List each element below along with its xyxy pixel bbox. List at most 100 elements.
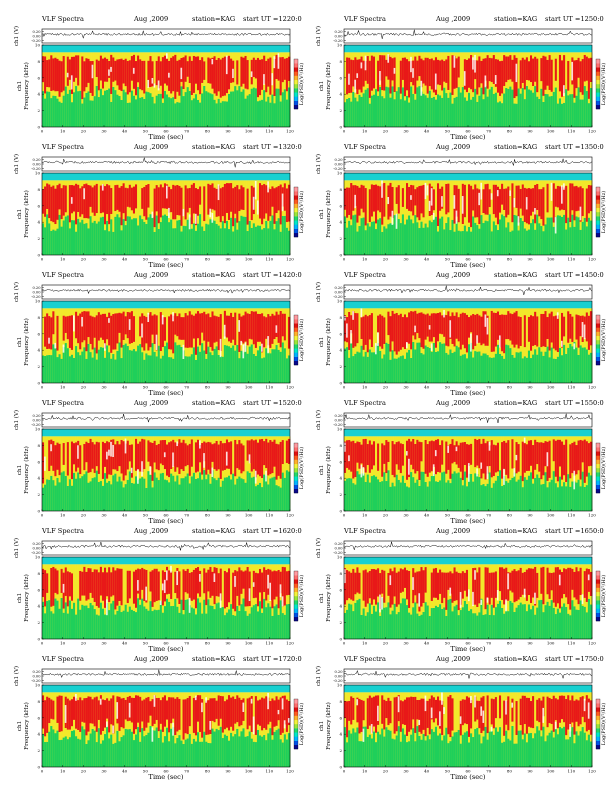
colorbar-segment (294, 608, 298, 613)
spectrogram-high-band (135, 61, 138, 96)
spectrogram-low-band (521, 221, 525, 255)
spectrogram-high-band (424, 57, 427, 86)
spectrogram-low-band (463, 471, 467, 511)
spectrogram-high-band (217, 316, 221, 351)
spectrogram-low-band (213, 609, 216, 639)
spectrogram-low-band (368, 603, 372, 639)
spectrogram-high-band (240, 699, 243, 726)
spectrogram-column (155, 564, 159, 639)
spectrogram-low-band (285, 470, 289, 511)
spectrogram-low-band (344, 216, 347, 255)
spectrogram-low-band (486, 483, 489, 511)
spectrogram-low-band (118, 96, 121, 127)
spectrogram-high-band (259, 439, 262, 477)
spectrogram-low-band (585, 612, 589, 639)
spectrogram-column (147, 52, 150, 127)
spectrogram-low-band (108, 352, 111, 383)
spectrogram-low-band (558, 215, 562, 255)
spectrogram-column (73, 52, 76, 127)
spectrogram-gap (480, 599, 483, 605)
spectrogram-high-band (548, 572, 551, 599)
spectrogram-high-band (155, 185, 159, 212)
spectrogram-gap (104, 343, 106, 351)
spectrogram-low-band (501, 355, 504, 383)
vlf-panel-1520-0: VLF Spectra Aug ,2009 station=KAG start UT … (12, 398, 305, 525)
spectrogram-gap (503, 468, 505, 485)
spectrogram-low-band (190, 476, 194, 511)
spectrogram-low-band (406, 219, 409, 255)
spectrogram-low-band (166, 94, 169, 127)
spectrogram-column (236, 564, 239, 639)
spectrogram-high-band (447, 445, 450, 470)
spectrogram-low-band (360, 614, 363, 639)
spectrogram-high-band (170, 189, 173, 213)
spectrogram-high-band (128, 60, 132, 93)
spectrogram-high-band (348, 440, 351, 470)
spectrogram-low-band (445, 615, 448, 639)
panel-title: VLF Spectra (41, 399, 84, 407)
spectrogram-high-band (434, 313, 438, 348)
spectrogram-low-band (476, 351, 479, 383)
y-tick-label: 8 (37, 571, 40, 576)
spectrogram-high-band (558, 439, 562, 467)
spectrogram-low-band (89, 352, 92, 383)
spectrogram-high-band (472, 314, 475, 350)
spectrogram-high-band (381, 443, 384, 477)
spectrogram-low-band (499, 600, 502, 639)
spectrogram-high-band (571, 183, 574, 211)
spectrogram-high-band (199, 186, 202, 205)
spectrogram-low-band (354, 484, 357, 511)
spectrogram-low-band (141, 352, 144, 383)
y-tick-label: 2 (37, 236, 40, 241)
spectrogram-high-band (248, 697, 252, 726)
spectrogram-low-band (182, 744, 185, 767)
spectrogram-high-band (228, 55, 231, 90)
spectrogram-low-band (370, 738, 374, 767)
spectrogram-low-band (432, 218, 436, 255)
spectrogram-low-band (135, 99, 138, 127)
spectrogram-high-band (238, 313, 241, 352)
spectrogram-low-band (259, 482, 262, 511)
spectrogram-high-band (420, 442, 423, 462)
spectrogram-column (242, 436, 245, 511)
spectrogram-low-band (372, 731, 376, 767)
colorbar-frame (595, 186, 601, 238)
spectrogram-high-band (372, 696, 376, 727)
spectrogram-gap (252, 716, 255, 735)
spectrogram-low-band (470, 99, 473, 127)
spectrogram-low-band (137, 598, 140, 639)
spectrogram-gap (428, 200, 431, 211)
spectrogram-gap (449, 320, 452, 338)
spectrogram-high-band (499, 314, 502, 348)
spectrogram-low-band (501, 608, 504, 639)
spectrogram-high-band (120, 58, 123, 92)
spectrogram-column (285, 564, 289, 639)
spectrogram-high-band (275, 311, 278, 338)
spectrogram-high-band (381, 183, 384, 225)
spectrogram-low-band (265, 348, 268, 383)
spectrogram-high-band (414, 696, 417, 733)
spectrogram-high-band (85, 311, 88, 352)
spectrogram-column (73, 692, 76, 767)
spectrogram-high-band (451, 439, 454, 464)
vlf-panel-svg: VLF Spectra Aug ,2009 station=KAG start UT … (315, 399, 607, 525)
spectrogram-low-band (66, 485, 70, 511)
spectrogram-column (176, 180, 179, 255)
spectrogram-column (403, 692, 407, 767)
spectrogram-high-band (463, 184, 467, 218)
spectrogram-low-band (375, 89, 378, 127)
spectrogram-low-band (242, 479, 245, 511)
spectrogram-high-band (259, 183, 262, 219)
spectrogram-high-band (120, 439, 123, 474)
spectrogram-low-band (174, 743, 177, 767)
spectrogram-column (558, 308, 562, 383)
spectrogram-low-band (480, 355, 483, 383)
spectrogram-low-band (225, 735, 229, 767)
spectrogram-low-band (558, 98, 562, 127)
colorbar-segment (294, 484, 298, 490)
spectrogram-low-band (565, 607, 568, 639)
spectrogram-low-band (589, 352, 593, 383)
spectrogram-low-band (403, 224, 407, 255)
spectrogram-low-band (581, 99, 585, 127)
spectrogram-column (217, 692, 221, 767)
